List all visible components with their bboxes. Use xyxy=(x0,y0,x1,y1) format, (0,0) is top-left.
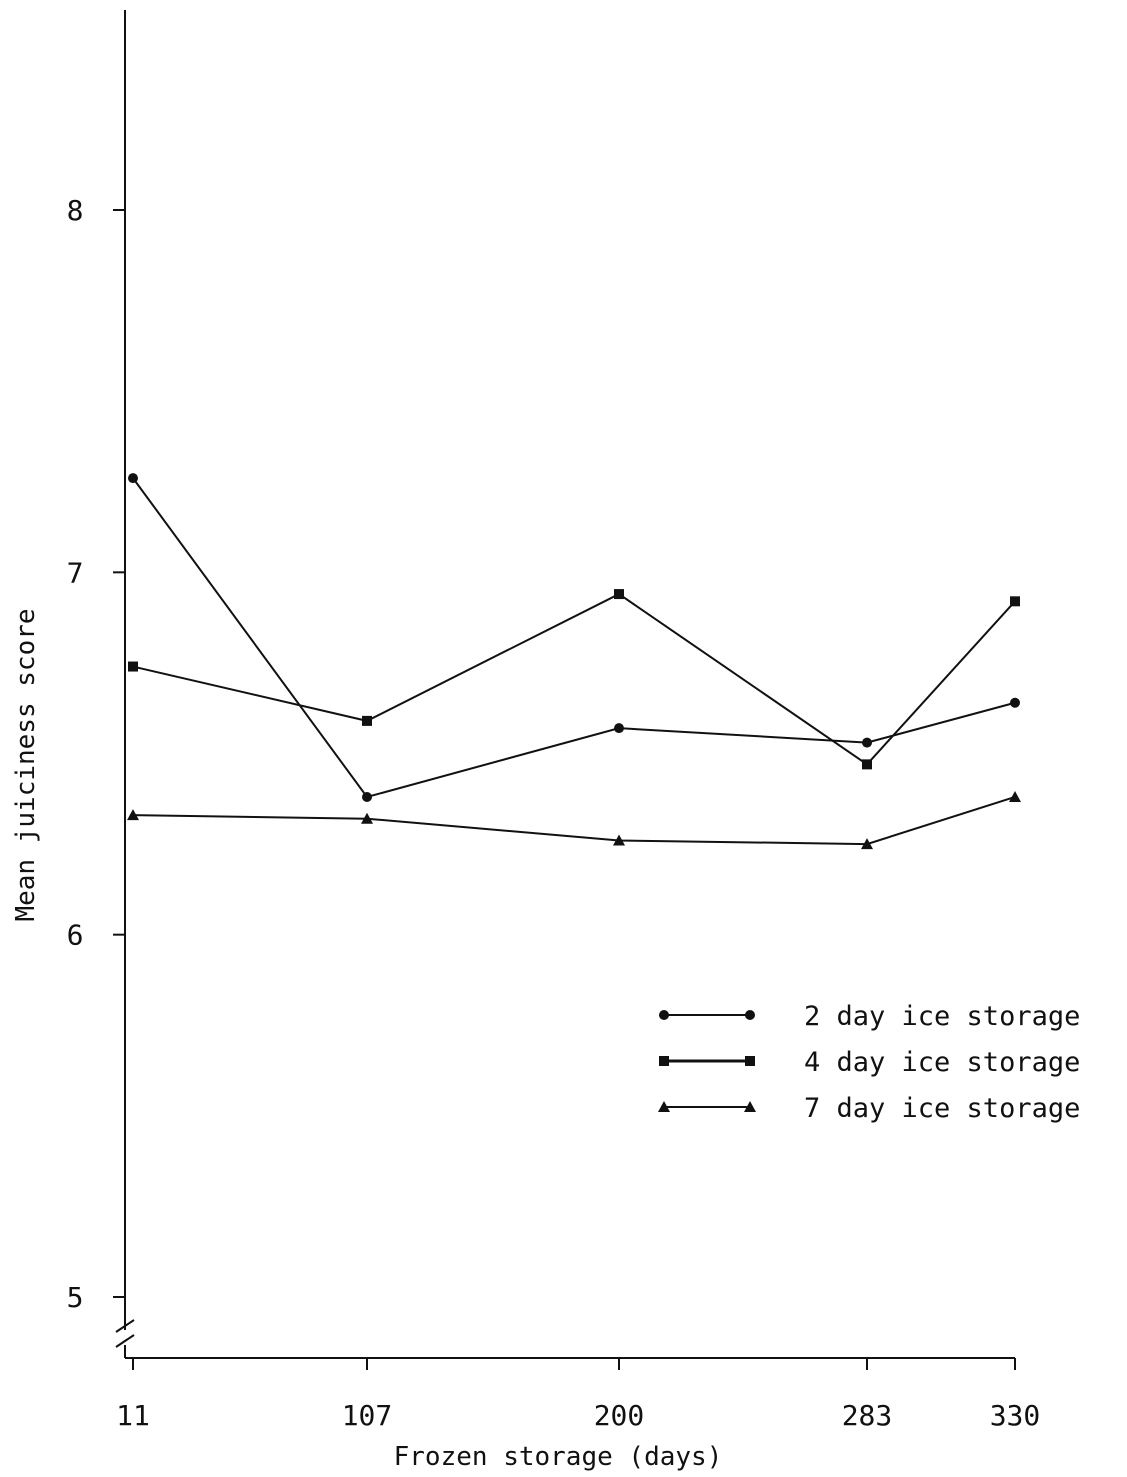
data-point-square xyxy=(128,661,138,672)
y-axis: 5 6 7 8 xyxy=(67,10,135,1358)
series-line xyxy=(132,477,1016,799)
data-point-triangle xyxy=(861,838,873,850)
legend: 2 day ice storage 4 day ice storage 7 day … xyxy=(658,1001,1080,1124)
legend-marker-circle xyxy=(659,1010,669,1020)
legend-label: 7 day ice storage xyxy=(804,1093,1080,1124)
data-point-square xyxy=(362,715,372,726)
data-point-circle xyxy=(1010,697,1020,708)
y-tick-label: 5 xyxy=(67,1281,84,1314)
x-tick-label: 330 xyxy=(990,1399,1041,1432)
data-point-circle xyxy=(614,723,624,734)
data-point-triangle xyxy=(127,809,139,821)
legend-item: 4 day ice storage xyxy=(659,1047,1080,1078)
x-tick-label: 283 xyxy=(842,1399,893,1432)
data-point-square xyxy=(1010,596,1020,607)
data-point-triangle xyxy=(1009,790,1021,802)
x-axis: 11 107 200 283 330 xyxy=(116,1357,1040,1432)
data-point-triangle xyxy=(361,812,373,824)
legend-label: 4 day ice storage xyxy=(804,1047,1080,1078)
legend-marker-square xyxy=(659,1056,669,1066)
x-axis-title: Frozen storage (days) xyxy=(394,1442,723,1472)
y-axis-title: Mean juiciness score xyxy=(11,608,41,921)
legend-item: 2 day ice storage xyxy=(659,1001,1080,1032)
legend-item: 7 day ice storage xyxy=(658,1093,1080,1124)
data-point-triangle xyxy=(613,834,625,846)
data-point-circle xyxy=(862,737,872,748)
series-2 xyxy=(128,589,1020,770)
y-tick-label: 7 xyxy=(67,556,84,589)
series-line xyxy=(132,796,1016,846)
data-point-circle xyxy=(362,791,372,802)
series-group xyxy=(127,473,1021,850)
y-tick-label: 6 xyxy=(67,919,84,952)
x-tick-label: 200 xyxy=(594,1399,645,1432)
y-axis-break-mark xyxy=(115,1319,135,1348)
legend-marker-circle xyxy=(745,1010,755,1020)
data-point-square xyxy=(862,759,872,770)
legend-label: 2 day ice storage xyxy=(804,1001,1080,1032)
x-ticks: 11 107 200 283 330 xyxy=(116,1358,1040,1432)
legend-marker-triangle xyxy=(658,1101,670,1112)
x-tick-label: 107 xyxy=(342,1399,393,1432)
y-ticks: 5 6 7 8 xyxy=(67,194,125,1314)
data-point-square xyxy=(614,589,624,600)
series-3 xyxy=(127,790,1021,850)
legend-marker-square xyxy=(745,1056,755,1066)
data-point-circle xyxy=(128,473,138,484)
x-tick-label: 11 xyxy=(116,1399,150,1432)
series-1 xyxy=(128,473,1020,802)
legend-marker-triangle xyxy=(744,1101,756,1112)
y-tick-label: 8 xyxy=(67,194,84,227)
